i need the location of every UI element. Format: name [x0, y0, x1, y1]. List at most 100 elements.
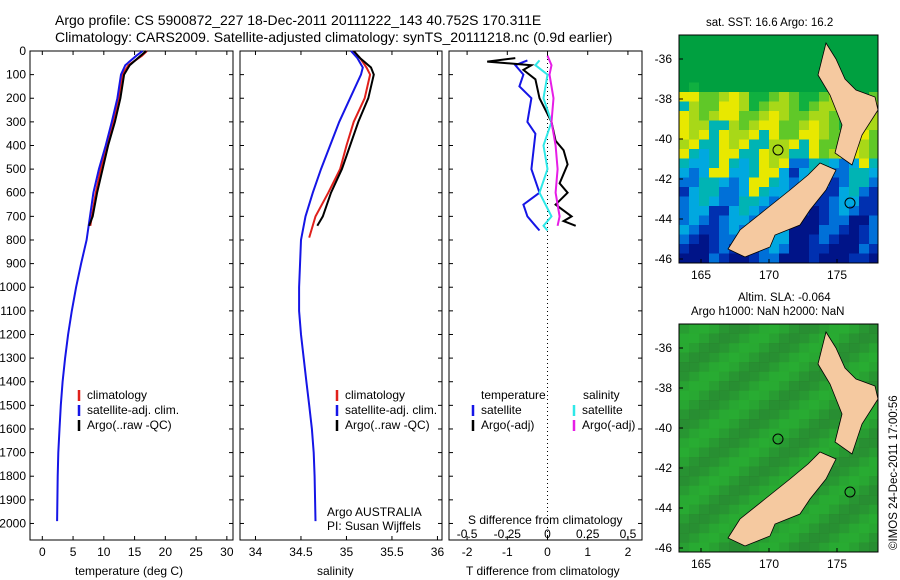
sla-cell	[769, 485, 780, 496]
sst-cell	[819, 139, 830, 150]
sla-cell	[679, 466, 690, 477]
sst-cell	[809, 35, 820, 45]
sla-cell	[819, 447, 830, 458]
sla-cell	[809, 352, 820, 363]
salinity-axis-label: salinity	[317, 564, 354, 578]
sla-cell	[719, 523, 730, 534]
sst-cell	[809, 139, 820, 150]
sla-cell	[769, 390, 780, 401]
sst-cell	[749, 44, 760, 55]
sla-cell	[799, 457, 810, 467]
sla-cell	[769, 466, 780, 477]
sst-cell	[789, 168, 800, 178]
sla-cell	[749, 466, 760, 477]
sst-cell	[789, 63, 800, 74]
sst-cell	[839, 54, 850, 64]
sla-cell	[779, 447, 790, 458]
sst-cell	[809, 101, 820, 112]
sla-cell	[679, 333, 690, 344]
sla-cell	[819, 381, 830, 391]
sla-cell	[729, 324, 740, 334]
sla-cell	[729, 495, 740, 505]
sst-cell	[869, 130, 878, 140]
sla-cell	[849, 514, 860, 524]
sst-cell	[829, 206, 840, 216]
sst-cell	[699, 35, 710, 45]
sla-cell	[829, 428, 840, 439]
sst-cell	[779, 177, 790, 188]
sst-cell	[769, 35, 780, 45]
map-lat-label: -46	[655, 252, 673, 266]
sst-cell	[799, 168, 810, 178]
sla-cell	[709, 324, 720, 334]
legend-label: Argo(..raw -QC)	[87, 418, 172, 432]
sst-cell	[799, 139, 810, 150]
sst-cell	[689, 215, 700, 226]
sla-cell	[729, 428, 740, 439]
sst-cell	[689, 92, 700, 102]
legend-label: climatology	[87, 388, 147, 402]
sst-cell	[819, 158, 830, 169]
sst-cell	[829, 149, 840, 159]
sst-cell	[809, 206, 820, 216]
sst-cell	[719, 244, 730, 254]
sst-cell	[679, 73, 690, 83]
sla-cell	[719, 447, 730, 458]
sst-cell	[739, 120, 750, 131]
sla-cell	[849, 495, 860, 505]
sst-cell	[719, 177, 730, 188]
sst-cell	[749, 111, 760, 121]
sst-cell	[699, 196, 710, 207]
title-line-1: Argo profile: CS 5900872_227 18-Dec-2011…	[55, 12, 542, 28]
sst-cell	[769, 44, 780, 55]
legend-label: temperature	[481, 388, 546, 402]
sst-cell	[739, 92, 750, 102]
sst-cell	[729, 206, 740, 216]
sla-cell	[849, 343, 860, 353]
sla-cell	[759, 485, 770, 496]
y-tick-label: 1100	[0, 304, 26, 318]
sla-cell	[789, 523, 800, 534]
sst-cell	[859, 73, 870, 83]
sla-cell	[849, 542, 860, 552]
sst-cell	[769, 130, 780, 140]
sla-cell	[749, 457, 760, 467]
sst-cell	[759, 63, 770, 74]
sst-cell	[729, 92, 740, 102]
sst-cell	[719, 187, 730, 197]
sst-cell	[729, 54, 740, 64]
sla-cell	[799, 343, 810, 353]
sst-cell	[699, 158, 710, 169]
sst-cell	[739, 158, 750, 169]
sla-cell	[779, 523, 790, 534]
sst-cell	[769, 63, 780, 74]
sla-cell	[739, 438, 750, 448]
sst-cell	[819, 215, 830, 226]
sla-cell	[779, 352, 790, 363]
sla-cell	[779, 419, 790, 429]
sst-cell	[859, 168, 870, 178]
sla-cell	[869, 542, 878, 552]
sst-cell	[709, 92, 720, 102]
sla-cell	[869, 533, 878, 543]
sst-cell	[779, 120, 790, 131]
sla-cell	[829, 485, 840, 496]
sla-cell	[679, 371, 690, 382]
sla-cell	[729, 381, 740, 391]
sla-cell	[779, 457, 790, 467]
sla-cell	[759, 371, 770, 382]
sla-cell	[829, 409, 840, 420]
sla-cell	[729, 504, 740, 515]
sst-cell	[749, 92, 760, 102]
sla-cell	[769, 419, 780, 429]
sst-cell	[739, 187, 750, 197]
sla-cell	[679, 324, 690, 334]
sst-cell	[789, 225, 800, 235]
sla-cell	[709, 476, 720, 486]
sst-cell	[779, 168, 790, 178]
sla-cell	[799, 409, 810, 420]
sst-cell	[839, 225, 850, 235]
sla-cell	[869, 371, 878, 382]
sla-cell	[689, 542, 700, 552]
t-difference-axis-label: T difference from climatology	[466, 564, 620, 578]
